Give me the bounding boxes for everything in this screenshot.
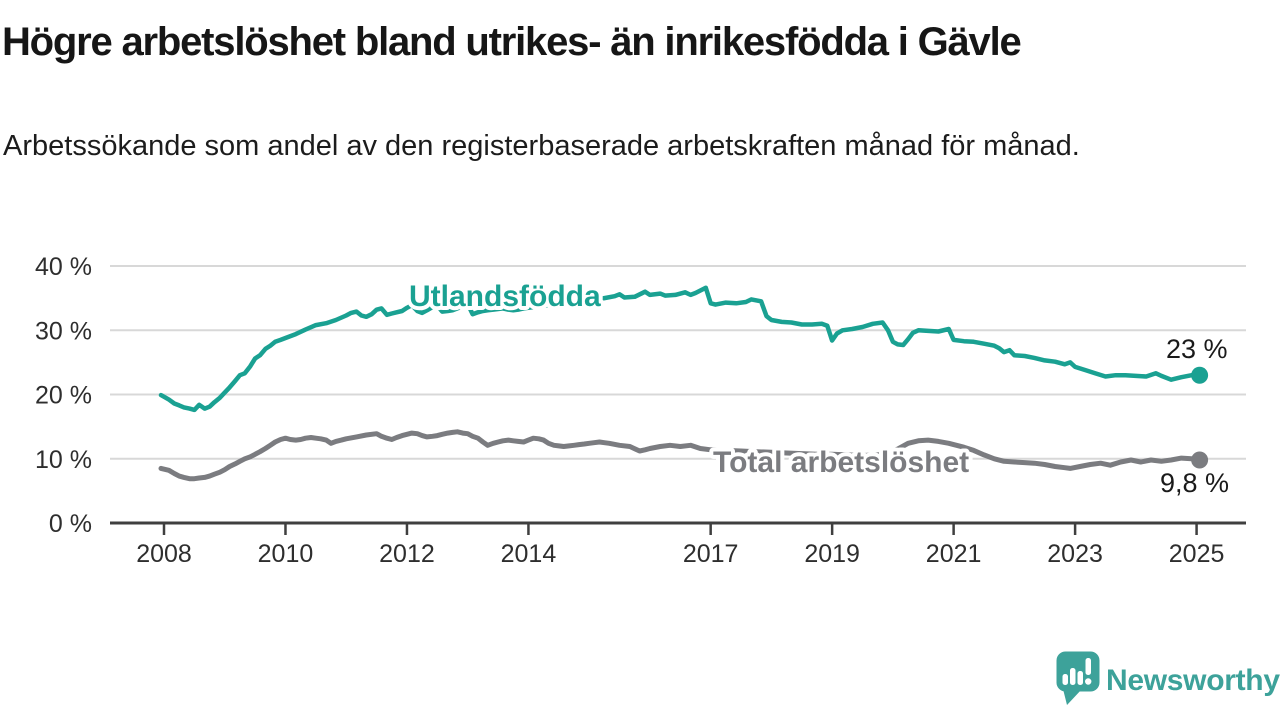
y-tick-label: 30 % xyxy=(35,317,92,345)
x-tick-label: 2017 xyxy=(683,540,739,568)
series-end-dot xyxy=(1191,366,1209,384)
x-tick-label: 2025 xyxy=(1169,540,1225,568)
x-tick-label: 2014 xyxy=(501,540,557,568)
series-line-utlandsfodda xyxy=(158,285,1202,413)
y-tick-label: 10 % xyxy=(35,446,92,474)
end-value-label-total-arbetsloshet: 9,8 % xyxy=(1160,468,1229,498)
x-tick-label: 2019 xyxy=(804,540,860,568)
series-label-utlandsfodda: Utlandsfödda xyxy=(409,280,601,313)
gridlines xyxy=(110,265,1246,525)
newsworthy-logo: Newsworthy xyxy=(1056,651,1280,705)
series-lines xyxy=(158,285,1209,482)
y-tick-label: 0 % xyxy=(49,510,92,538)
series-end-dot xyxy=(1191,451,1209,469)
x-tick-label: 2012 xyxy=(379,540,435,568)
x-tick-label: 2021 xyxy=(926,540,982,568)
chart-subtitle: Arbetssökande som andel av den registerb… xyxy=(3,130,1080,162)
page-title: Högre arbetslöshet bland utrikes- än inr… xyxy=(2,20,1022,64)
x-axis: 2008 2010 2012 2014 2017 2019 2021 2023 2025 xyxy=(136,524,1224,568)
newsworthy-logo-text: Newsworthy xyxy=(1106,664,1280,697)
x-tick-label: 2008 xyxy=(136,540,192,568)
y-axis-labels: 0 % 10 % 20 % 30 % 40 % xyxy=(35,253,92,538)
newsworthy-logo-icon xyxy=(1056,651,1100,705)
x-tick-label: 2010 xyxy=(258,540,314,568)
bar-chart-icon xyxy=(1062,658,1092,685)
x-tick-label: 2023 xyxy=(1047,540,1103,568)
series-line-total-arbetsloshet xyxy=(158,429,1203,482)
y-tick-label: 20 % xyxy=(35,382,92,410)
y-tick-label: 40 % xyxy=(35,253,92,281)
series-label-total-arbetsloshet: Total arbetslöshet xyxy=(713,446,969,479)
end-value-label-utlandsfodda: 23 % xyxy=(1166,334,1228,364)
